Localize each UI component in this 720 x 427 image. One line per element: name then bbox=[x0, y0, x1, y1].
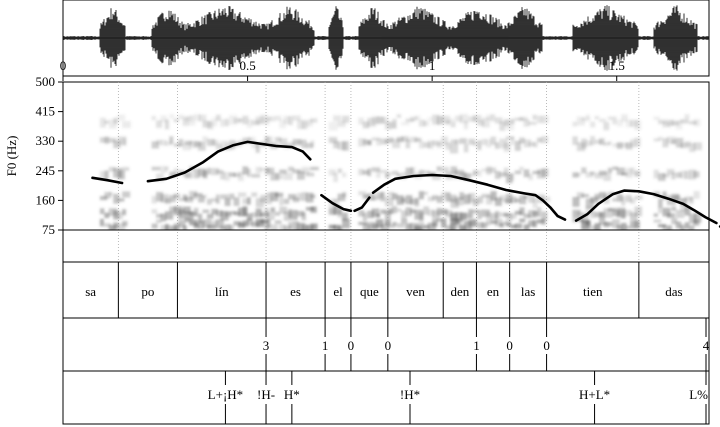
break-index-label: 0 bbox=[506, 338, 513, 353]
f0-tick-label: 245 bbox=[36, 163, 56, 178]
pitch-segment bbox=[371, 173, 567, 221]
tone-label: !H- bbox=[257, 387, 275, 402]
time-tick-label: 1 bbox=[429, 58, 436, 73]
pitch-track bbox=[91, 140, 720, 228]
syllable-label: el bbox=[333, 284, 343, 299]
syllable-label: ven bbox=[406, 284, 425, 299]
tone-label: H* bbox=[284, 387, 300, 402]
syllable-label: es bbox=[290, 284, 301, 299]
time-tick-label: 0 bbox=[60, 58, 67, 73]
syllable-label: lín bbox=[215, 284, 229, 299]
pitch-segment bbox=[574, 189, 718, 225]
f0-axis-label: F0 (Hz) bbox=[4, 136, 19, 177]
break-index-label: 4 bbox=[703, 338, 710, 353]
f0-axis: 500 415 330 245 160 75 bbox=[36, 74, 63, 237]
tone-label: L+¡H* bbox=[208, 387, 244, 402]
pitch-segment bbox=[353, 196, 371, 213]
break-index-label: 1 bbox=[322, 338, 329, 353]
syllable-label: en bbox=[487, 284, 500, 299]
syllable-label: las bbox=[521, 284, 535, 299]
f0-tick-label: 160 bbox=[36, 192, 56, 207]
break-index-label: 0 bbox=[543, 338, 550, 353]
pitch-segment bbox=[320, 193, 353, 213]
break-index-tier: 3 1 0 0 1 0 0 4 bbox=[263, 318, 710, 371]
time-tick-label: 0.5 bbox=[239, 58, 255, 73]
break-index-label: 0 bbox=[348, 338, 355, 353]
waveform-panel bbox=[62, 0, 710, 77]
f0-tick-label: 75 bbox=[42, 222, 55, 237]
time-gridlines bbox=[117, 82, 640, 262]
syllable-tier: sa po lín es el que ven den en las tien das bbox=[85, 262, 683, 318]
syllable-label: tien bbox=[583, 284, 603, 299]
waveform bbox=[63, 5, 709, 71]
tone-label: H+L* bbox=[579, 387, 610, 402]
time-tick-label: 1.5 bbox=[609, 58, 625, 73]
spectrogram-energy bbox=[99, 114, 702, 230]
break-index-label: 0 bbox=[385, 338, 392, 353]
syllable-label: den bbox=[450, 284, 469, 299]
syllable-label: das bbox=[665, 284, 682, 299]
syllable-label: po bbox=[141, 284, 154, 299]
break-index-label: 3 bbox=[263, 338, 270, 353]
time-axis: 0 0.5 1 1.5 bbox=[60, 58, 625, 81]
analysis-frame bbox=[62, 81, 710, 425]
syllable-label: que bbox=[360, 284, 379, 299]
pitch-segment bbox=[91, 176, 124, 185]
spectrogram bbox=[99, 114, 702, 230]
tone-label: !H* bbox=[400, 387, 420, 402]
break-index-label: 1 bbox=[473, 338, 480, 353]
syllable-label: sa bbox=[85, 284, 96, 299]
pitch-segment bbox=[146, 140, 312, 183]
tone-tier: L+¡H* !H- H* !H* H+L* L% bbox=[208, 371, 708, 424]
f0-tick-label: 500 bbox=[36, 74, 56, 89]
f0-tick-label: 415 bbox=[36, 104, 56, 119]
tone-label: L% bbox=[689, 387, 708, 402]
analysis-panel: 500 415 330 245 160 75 F0 (Hz) sa po lín es el que… bbox=[4, 74, 720, 425]
f0-tick-label: 330 bbox=[36, 133, 56, 148]
